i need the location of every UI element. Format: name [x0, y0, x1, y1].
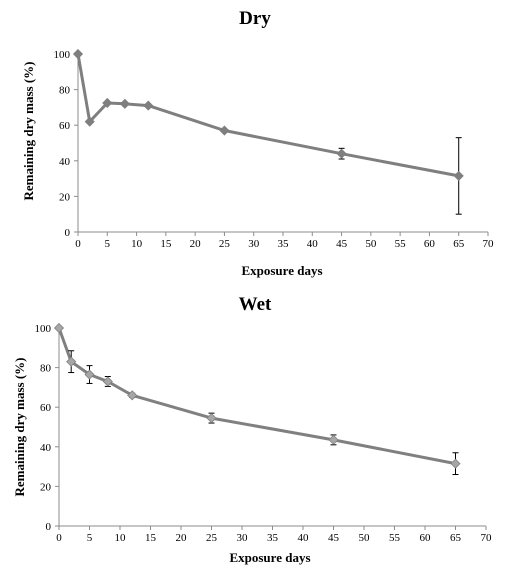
wet-x-tick-label: 0 [56, 532, 62, 544]
dry-x-tick-label: 70 [483, 238, 495, 250]
wet-y-tick-label: 60 [40, 402, 52, 414]
wet-chart: Wet Remaining dry mass (%) Exposure days… [12, 294, 492, 565]
dry-x-tick-label: 65 [453, 238, 465, 250]
dry-x-tick-label: 60 [424, 238, 436, 250]
wet-x-tick-label: 5 [87, 532, 93, 544]
dry-y-ticks: 0 20 40 60 80 100 [54, 49, 78, 239]
dry-data-point [453, 170, 464, 181]
wet-y-tick-label: 0 [46, 521, 52, 533]
wet-x-tick-label: 50 [359, 532, 371, 544]
wet-y-tick-label: 80 [40, 363, 52, 375]
dry-data-point [219, 125, 230, 136]
dry-y-axis-label: Remaining dry mass (%) [21, 61, 36, 200]
wet-x-tick-label: 45 [328, 532, 340, 544]
wet-x-tick-label: 25 [206, 532, 218, 544]
wet-x-tick-label: 30 [237, 532, 249, 544]
wet-data-point [450, 458, 461, 469]
dry-x-tick-label: 25 [219, 238, 231, 250]
wet-x-tick-label: 65 [450, 532, 462, 544]
dry-x-tick-label: 55 [395, 238, 407, 250]
wet-y-axis-label: Remaining dry mass (%) [12, 357, 27, 496]
wet-x-tick-label: 55 [389, 532, 401, 544]
dry-x-tick-label: 35 [278, 238, 290, 250]
wet-plot-area [53, 322, 461, 476]
wet-data-point [66, 356, 77, 367]
wet-x-tick-label: 10 [115, 532, 127, 544]
wet-y-ticks: 0 20 40 60 80 100 [35, 323, 59, 533]
dry-x-tick-label: 30 [248, 238, 260, 250]
wet-x-ticks: 0 5 10 15 20 25 30 35 40 45 50 55 60 65 70 [56, 526, 492, 544]
wet-x-tick-label: 35 [267, 532, 279, 544]
wet-data-point [84, 369, 95, 380]
wet-data-point [102, 376, 113, 387]
dry-y-tick-label: 80 [59, 85, 71, 97]
dry-x-ticks: 0 5 10 15 20 25 30 35 40 45 50 55 60 65 70 [75, 232, 494, 250]
wet-x-tick-label: 60 [420, 532, 432, 544]
dry-data-point [84, 116, 95, 127]
wet-axes [58, 328, 486, 527]
dry-plot-area [72, 48, 464, 215]
dry-y-tick-label: 40 [59, 156, 71, 168]
dry-x-axis-label: Exposure days [241, 263, 322, 278]
dry-y-tick-label: 0 [65, 227, 71, 239]
dry-x-tick-label: 0 [75, 238, 81, 250]
wet-x-tick-label: 40 [298, 532, 310, 544]
dry-data-point [336, 148, 347, 159]
dry-y-tick-label: 20 [59, 191, 71, 203]
dry-data-point [102, 97, 113, 109]
wet-y-tick-label: 100 [35, 323, 52, 335]
dry-data-point [72, 48, 84, 60]
dry-x-tick-label: 20 [190, 238, 202, 250]
dry-x-tick-label: 40 [307, 238, 319, 250]
wet-series-line [57, 327, 456, 466]
wet-y-tick-label: 40 [40, 442, 52, 454]
dry-series-line [76, 53, 459, 178]
wet-y-tick-label: 20 [40, 481, 52, 493]
wet-data-point [127, 390, 138, 401]
dry-chart: Dry Remaining dry mass (%) Exposure days… [21, 8, 494, 278]
dry-y-tick-label: 100 [54, 49, 71, 61]
dry-x-tick-label: 50 [365, 238, 377, 250]
dry-x-tick-label: 10 [131, 238, 143, 250]
dry-chart-title: Dry [239, 8, 271, 29]
wet-data-point [53, 322, 65, 334]
wet-data-point [328, 434, 339, 445]
wet-chart-title: Wet [239, 294, 272, 315]
wet-x-tick-label: 15 [145, 532, 157, 544]
dry-x-tick-label: 5 [105, 238, 111, 250]
wet-x-tick-label: 20 [176, 532, 188, 544]
wet-x-axis-label: Exposure days [229, 550, 310, 565]
dry-data-point [143, 100, 154, 111]
dry-data-point [119, 98, 130, 109]
dry-x-tick-label: 45 [336, 238, 348, 250]
dry-y-tick-label: 60 [59, 120, 71, 132]
wet-x-tick-label: 70 [481, 532, 493, 544]
dry-x-tick-label: 15 [160, 238, 172, 250]
wet-data-point [206, 413, 217, 424]
